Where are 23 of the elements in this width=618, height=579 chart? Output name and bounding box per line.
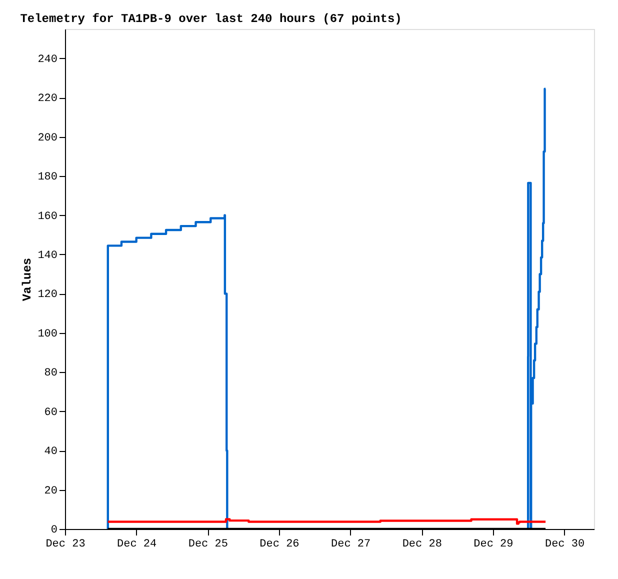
y-axis-title: Values	[20, 258, 35, 302]
y-tick-label: 40	[44, 446, 58, 458]
y-tick-label: 160	[38, 210, 58, 223]
chart-title: Telemetry for TA1PB-9 over last 240 hours (67 points)	[20, 12, 402, 26]
x-tick-label: Dec 27	[331, 538, 371, 550]
y-tick-label: 100	[38, 328, 58, 340]
y-tick-label: 20	[44, 485, 58, 498]
x-tick-label: Dec 25	[188, 538, 228, 550]
x-tick-label: Dec 30	[544, 538, 585, 550]
x-tick-label: Dec 24	[117, 538, 158, 550]
y-tick-label: 0	[50, 524, 58, 536]
x-tick-label: Dec 28	[402, 538, 442, 550]
y-tick-label: 200	[38, 132, 58, 144]
x-tick-label: Dec 29	[474, 538, 514, 550]
y-tick-label: 60	[44, 406, 58, 419]
y-tick-label: 140	[38, 250, 58, 262]
x-tick-label: Dec 23	[46, 538, 86, 550]
y-tick-label: 120	[38, 289, 58, 302]
x-tick-label: Dec 26	[260, 538, 300, 550]
y-tick-label: 180	[38, 172, 58, 184]
y-tick-label: 220	[38, 93, 58, 106]
y-tick-label: 80	[44, 368, 58, 380]
y-tick-label: 240	[38, 54, 58, 66]
